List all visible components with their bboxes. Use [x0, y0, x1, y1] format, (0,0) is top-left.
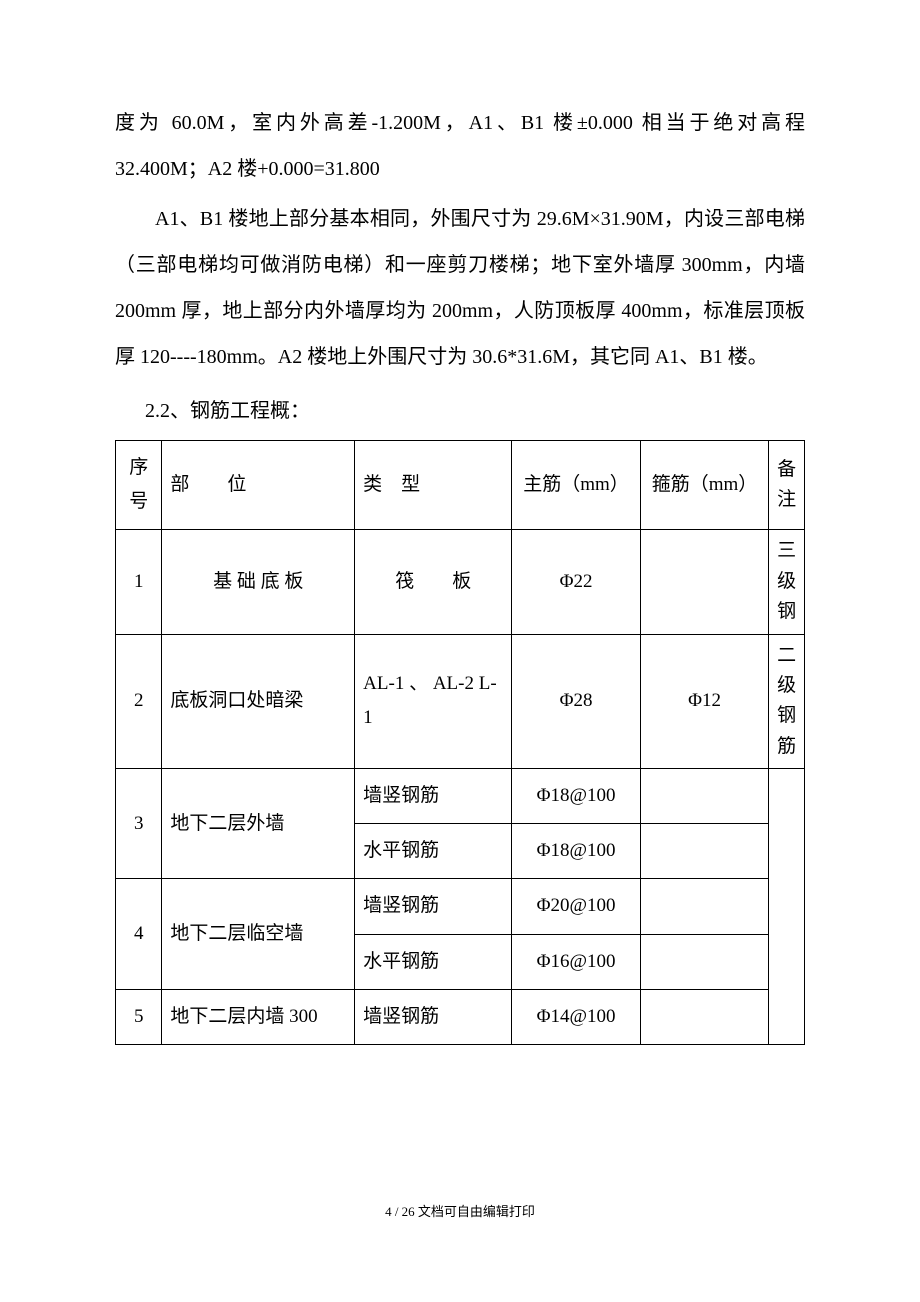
- header-stirrup: 箍筋（mm）: [640, 441, 769, 530]
- cell-stirrup: Φ12: [640, 634, 769, 769]
- cell-stirrup: [640, 989, 769, 1044]
- cell-main: Φ18@100: [512, 824, 641, 879]
- cell-note: 三级钢: [769, 530, 805, 634]
- cell-type: 墙竖钢筋: [355, 879, 512, 934]
- table-row: 4 地下二层临空墙 墙竖钢筋 Φ20@100: [116, 879, 805, 934]
- paragraph-1: 度为 60.0M，室内外高差-1.200M，A1、B1 楼±0.000 相当于绝…: [115, 100, 805, 192]
- header-note: 备注: [769, 441, 805, 530]
- paragraph-2: A1、B1 楼地上部分基本相同，外围尺寸为 29.6M×31.90M，内设三部电…: [115, 196, 805, 380]
- cell-type: 筏 板: [355, 530, 512, 634]
- cell-num: 2: [116, 634, 162, 769]
- rebar-table: 序号 部 位 类 型 主筋（mm） 箍筋（mm） 备注 1 基 础 底 板 筏 …: [115, 440, 805, 1045]
- cell-main: Φ20@100: [512, 879, 641, 934]
- table-row: 3 地下二层外墙 墙竖钢筋 Φ18@100: [116, 769, 805, 824]
- header-num: 序号: [116, 441, 162, 530]
- cell-main: Φ14@100: [512, 989, 641, 1044]
- table-row: 1 基 础 底 板 筏 板 Φ22 三级钢: [116, 530, 805, 634]
- cell-main: Φ28: [512, 634, 641, 769]
- cell-main: Φ16@100: [512, 934, 641, 989]
- cell-stirrup: [640, 530, 769, 634]
- cell-stirrup: [640, 824, 769, 879]
- cell-type: AL-1 、 AL-2 L-1: [355, 634, 512, 769]
- cell-num: 1: [116, 530, 162, 634]
- cell-part: 底板洞口处暗梁: [162, 634, 355, 769]
- cell-part: 地下二层临空墙: [162, 879, 355, 989]
- cell-num: 5: [116, 989, 162, 1044]
- cell-type: 水平钢筋: [355, 824, 512, 879]
- cell-main: Φ22: [512, 530, 641, 634]
- cell-part: 地下二层外墙: [162, 769, 355, 879]
- cell-note: 二级钢筋: [769, 634, 805, 769]
- cell-stirrup: [640, 879, 769, 934]
- cell-main: Φ18@100: [512, 769, 641, 824]
- cell-part: 地下二层内墙 300: [162, 989, 355, 1044]
- cell-stirrup: [640, 934, 769, 989]
- header-type: 类 型: [355, 441, 512, 530]
- table-header-row: 序号 部 位 类 型 主筋（mm） 箍筋（mm） 备注: [116, 441, 805, 530]
- header-main: 主筋（mm）: [512, 441, 641, 530]
- cell-num: 3: [116, 769, 162, 879]
- table-row: 5 地下二层内墙 300 墙竖钢筋 Φ14@100: [116, 989, 805, 1044]
- table-row: 2 底板洞口处暗梁 AL-1 、 AL-2 L-1 Φ28 Φ12 二级钢筋: [116, 634, 805, 769]
- section-heading: 2.2、钢筋工程概：: [115, 388, 805, 434]
- document-body: 度为 60.0M，室内外高差-1.200M，A1、B1 楼±0.000 相当于绝…: [115, 100, 805, 1045]
- cell-type: 墙竖钢筋: [355, 769, 512, 824]
- header-part: 部 位: [162, 441, 355, 530]
- cell-note: [769, 769, 805, 1045]
- page-footer: 4 / 26 文档可自由编辑打印: [0, 1201, 920, 1220]
- cell-part: 基 础 底 板: [162, 530, 355, 634]
- cell-num: 4: [116, 879, 162, 989]
- cell-type: 墙竖钢筋: [355, 989, 512, 1044]
- cell-type: 水平钢筋: [355, 934, 512, 989]
- cell-stirrup: [640, 769, 769, 824]
